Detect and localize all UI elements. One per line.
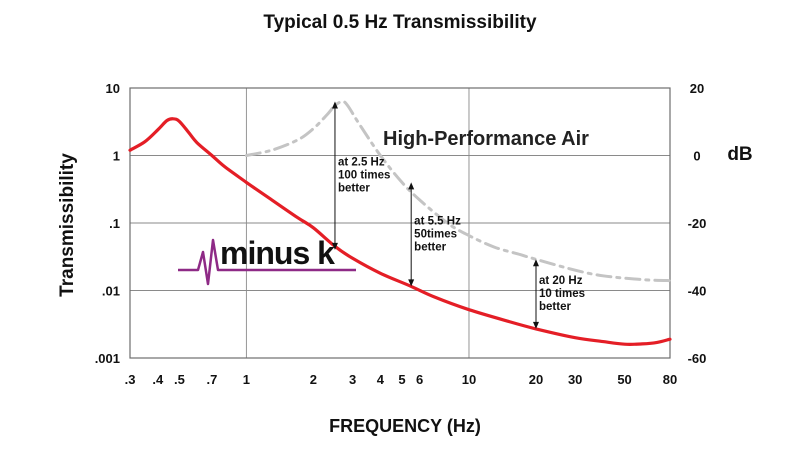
x-tick-label: .3 — [125, 372, 136, 387]
logo-pulse-icon — [178, 238, 258, 286]
annotation-text: at 2.5 Hz — [338, 157, 385, 169]
x-tick-label: .5 — [174, 372, 185, 387]
y2-axis-label: dB — [727, 144, 752, 165]
annotation-arrowhead-down — [331, 242, 338, 250]
annotation-text: at 5.5 Hz — [414, 215, 461, 227]
x-tick-label: 5 — [398, 372, 405, 387]
x-tick-label: 80 — [663, 372, 677, 387]
x-tick-label: .7 — [206, 372, 217, 387]
series-label-high-performance-air: High-Performance Air — [383, 128, 589, 150]
x-tick-label: 50 — [617, 372, 631, 387]
annotation-arrowhead-up — [408, 182, 415, 190]
annotation-text: better — [414, 241, 446, 253]
x-tick-label: 1 — [243, 372, 250, 387]
annotation-arrowhead-up — [331, 101, 338, 109]
tick-labels: .3 .4 .5 .7 1 2 3 4 5 6 10 20 30 50 80 10 1 .1 .01 .001 20 0 -… — [95, 81, 707, 387]
y-axis-label: Transmissibility — [57, 153, 78, 297]
x-tick-label: 3 — [349, 372, 356, 387]
annotation-text: 50times — [414, 228, 457, 240]
y-tick-label: .1 — [109, 216, 120, 231]
annotation-text: 10 times — [539, 288, 585, 300]
annotation-text: better — [338, 183, 370, 195]
x-tick-label: 30 — [568, 372, 582, 387]
series-line-high-performance-air — [244, 100, 672, 283]
annotation-arrowhead-up — [532, 259, 539, 267]
x-tick-label: 6 — [416, 372, 423, 387]
y-tick-label: .01 — [102, 284, 120, 299]
plot-frame — [129, 87, 671, 359]
annotation-text: better — [539, 301, 571, 313]
x-tick-label: 10 — [462, 372, 476, 387]
x-tick-label: 20 — [529, 372, 543, 387]
minus-k-logo: minus k — [178, 235, 356, 286]
y-tick-label: 1 — [113, 149, 120, 164]
series-layer — [128, 100, 672, 346]
y2-tick-label: -40 — [688, 284, 707, 299]
x-tick-label: 4 — [377, 372, 385, 387]
chart-title: Typical 0.5 Hz Transmissibility — [263, 12, 537, 33]
x-axis-label: FREQUENCY (Hz) — [329, 416, 481, 436]
annotation-text: 100 times — [338, 170, 390, 182]
annotation-arrowhead-down — [532, 321, 539, 329]
x-tick-label: 2 — [310, 372, 317, 387]
logo-text: minus k — [220, 235, 335, 271]
annotation-text: at 20 Hz — [539, 275, 583, 287]
y2-tick-label: 20 — [690, 81, 704, 96]
y-tick-label: 10 — [106, 81, 120, 96]
x-tick-label: .4 — [152, 372, 164, 387]
y-tick-label: .001 — [95, 351, 120, 366]
y2-tick-label: 0 — [693, 149, 700, 164]
series-line-minus-k — [128, 117, 672, 346]
annotation-arrowhead-down — [408, 279, 415, 287]
y2-tick-label: -20 — [688, 216, 707, 231]
y2-tick-label: -60 — [688, 351, 707, 366]
